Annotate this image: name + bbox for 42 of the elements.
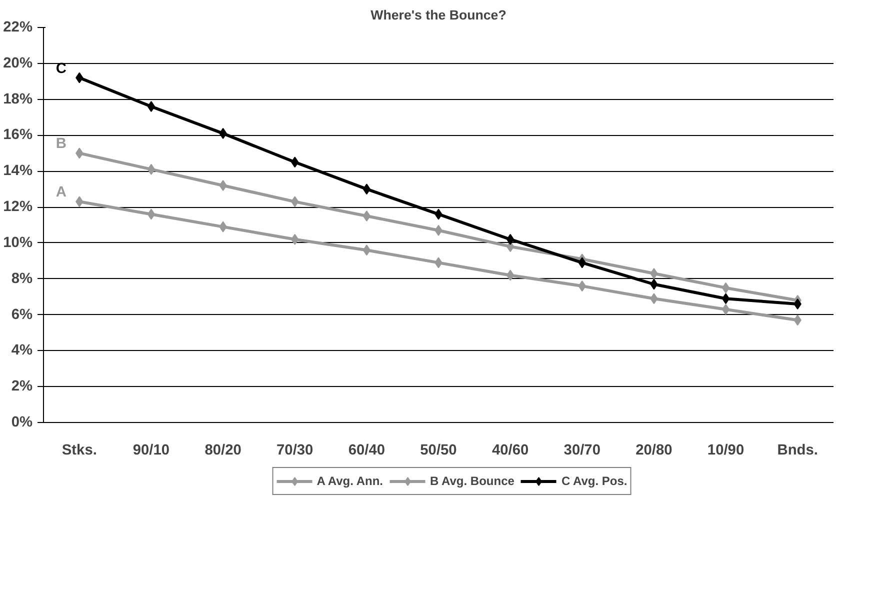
- y-tick-label: 0%: [11, 414, 33, 430]
- chart-title: Where's the Bounce?: [370, 8, 506, 22]
- legend-label: B Avg. Bounce: [430, 474, 514, 488]
- x-tick-label: 20/80: [636, 442, 672, 458]
- point: [506, 270, 514, 281]
- y-tick-label: 8%: [11, 270, 33, 287]
- y-tick-label: 10%: [3, 234, 33, 251]
- point: [362, 210, 371, 222]
- point: [722, 282, 730, 294]
- y-tick-label: 22%: [3, 20, 33, 36]
- point: [147, 164, 156, 175]
- x-tick-label: 10/90: [707, 442, 744, 458]
- x-tick-label: 70/30: [276, 442, 314, 458]
- legend-label: A Avg. Ann.: [316, 474, 383, 488]
- y-tick-label: 14%: [3, 163, 33, 180]
- point: [722, 304, 730, 315]
- y-tick-label: 12%: [3, 199, 33, 216]
- point: [506, 234, 514, 245]
- y-tick-label: 4%: [11, 342, 33, 359]
- point: [722, 293, 730, 304]
- point: [362, 244, 371, 256]
- point: [794, 298, 802, 310]
- point: [147, 101, 156, 112]
- x-tick-label: 40/60: [492, 442, 529, 458]
- x-tick-label: 60/40: [348, 442, 386, 458]
- y-tick-label: 6%: [11, 306, 33, 323]
- y-tick-label: 20%: [3, 55, 33, 72]
- point: [219, 180, 227, 191]
- point: [362, 184, 371, 195]
- x-tick-label: 30/70: [564, 442, 600, 458]
- legend-label: C Avg. Pos.: [561, 474, 628, 488]
- x-tick-label: 50/50: [420, 442, 457, 458]
- y-tick-label: 18%: [3, 91, 33, 108]
- y-tick-label: 16%: [3, 127, 33, 144]
- annotation: A: [56, 184, 67, 201]
- x-tick-label: 90/10: [132, 442, 170, 458]
- y-tick-label: 2%: [11, 378, 33, 395]
- x-tick-label: Stks.: [62, 442, 97, 458]
- annotation: B: [56, 136, 66, 152]
- x-tick-label: Bnds.: [777, 442, 818, 458]
- x-tick-label: 80/20: [204, 442, 242, 458]
- point: [147, 208, 156, 220]
